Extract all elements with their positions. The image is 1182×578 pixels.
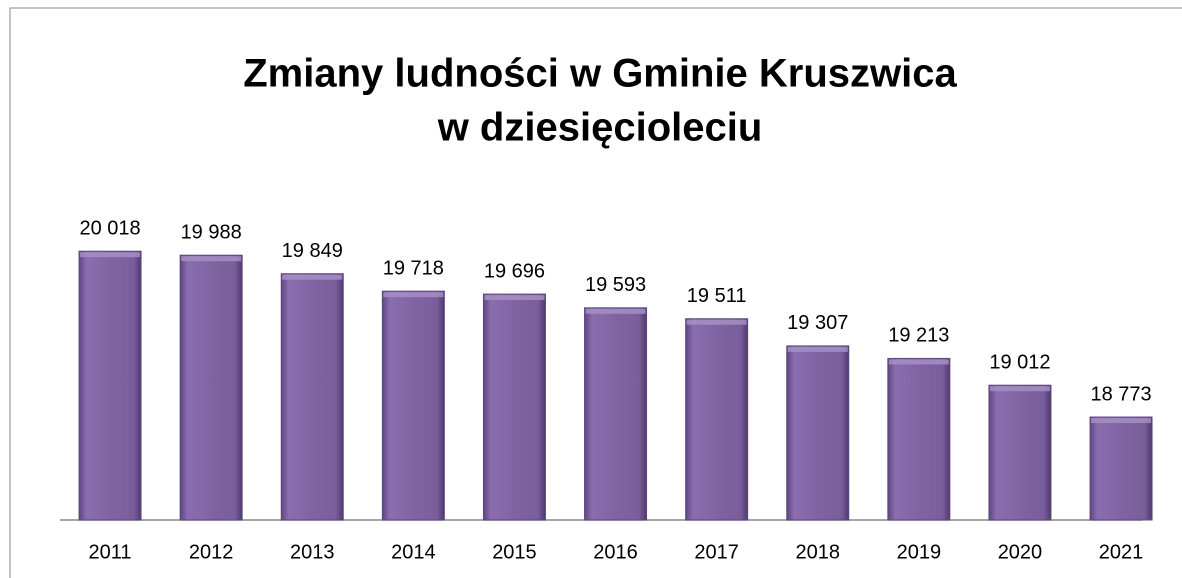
value-label: 19 012 bbox=[989, 351, 1050, 373]
bar-bevel bbox=[80, 252, 141, 258]
value-label: 19 213 bbox=[888, 325, 949, 347]
x-tick-label: 2018 bbox=[796, 541, 841, 563]
bar-bevel bbox=[888, 359, 949, 365]
bar bbox=[78, 250, 142, 521]
x-tick-label: 2019 bbox=[897, 541, 942, 563]
bar bbox=[584, 307, 648, 521]
value-label: 19 511 bbox=[687, 285, 747, 307]
value-label: 19 988 bbox=[181, 221, 242, 243]
x-tick-label: 2020 bbox=[998, 541, 1043, 563]
bar-bevel bbox=[585, 308, 646, 314]
value-label: 19 307 bbox=[787, 312, 848, 334]
value-label: 19 593 bbox=[585, 274, 646, 296]
bar bbox=[381, 290, 445, 521]
x-tick-label: 2015 bbox=[492, 541, 537, 563]
x-tick-label: 2016 bbox=[593, 541, 638, 563]
value-label: 19 696 bbox=[484, 260, 545, 282]
bar-bevel bbox=[989, 386, 1050, 392]
bar bbox=[179, 254, 243, 521]
bar bbox=[786, 345, 850, 521]
value-label: 18 773 bbox=[1090, 383, 1151, 405]
x-tick-label: 2012 bbox=[189, 541, 234, 563]
chart-title: Zmiany ludności w Gminie Kruszwica bbox=[243, 52, 957, 96]
chart-title: w dziesięcioleciu bbox=[437, 106, 763, 150]
bar-bevel bbox=[181, 256, 242, 262]
bar bbox=[988, 384, 1052, 521]
bar-bevel bbox=[1091, 418, 1152, 424]
x-tick-label: 2014 bbox=[391, 541, 436, 563]
bar-bevel bbox=[686, 319, 747, 325]
x-tick-label: 2017 bbox=[694, 541, 739, 563]
bar bbox=[482, 293, 546, 521]
value-label: 20 018 bbox=[79, 217, 140, 239]
bar bbox=[280, 273, 344, 521]
bar bbox=[685, 318, 749, 521]
bar bbox=[887, 357, 951, 521]
x-tick-label: 2013 bbox=[290, 541, 335, 563]
value-label: 19 849 bbox=[282, 240, 343, 262]
x-tick-label: 2021 bbox=[1099, 541, 1144, 563]
x-tick-label: 2011 bbox=[89, 541, 132, 563]
bar-bevel bbox=[383, 292, 444, 298]
bar-bevel bbox=[787, 346, 848, 352]
value-label: 19 718 bbox=[383, 257, 444, 279]
bar-bevel bbox=[484, 295, 545, 301]
bar bbox=[1089, 416, 1153, 521]
chart-border bbox=[9, 7, 1182, 578]
bar-bevel bbox=[282, 274, 343, 280]
